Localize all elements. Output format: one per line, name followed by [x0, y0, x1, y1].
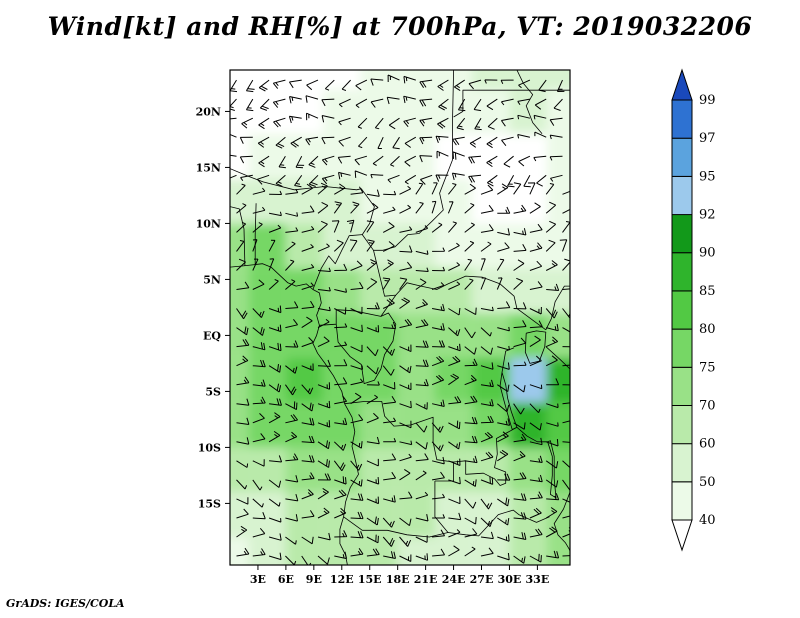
svg-text:3E: 3E [250, 573, 266, 586]
rh-shading-layer [230, 70, 570, 565]
grads-attribution: GrADS: IGES/COLA [6, 597, 125, 610]
svg-text:10N: 10N [196, 217, 221, 230]
svg-text:15S: 15S [198, 497, 221, 510]
svg-text:40: 40 [699, 513, 716, 528]
svg-text:75: 75 [699, 360, 716, 375]
svg-text:10S: 10S [198, 441, 221, 454]
svg-text:85: 85 [699, 284, 716, 299]
svg-text:92: 92 [699, 208, 716, 223]
svg-text:70: 70 [699, 399, 716, 414]
wind-barbs-layer [230, 74, 570, 565]
svg-text:12E: 12E [330, 573, 354, 586]
svg-text:6E: 6E [278, 573, 294, 586]
page-title: Wind[kt] and RH[%] at 700hPa, VT: 201903… [47, 12, 753, 41]
svg-text:95: 95 [699, 169, 716, 184]
svg-text:50: 50 [699, 475, 716, 490]
svg-text:5S: 5S [205, 385, 221, 398]
svg-text:99: 99 [699, 93, 716, 108]
svg-text:18E: 18E [386, 573, 410, 586]
svg-text:60: 60 [699, 437, 716, 452]
svg-text:9E: 9E [306, 573, 322, 586]
y-axis: 20N 15N 10N 5N EQ 5S 10S 15S [196, 105, 230, 510]
colorbar: 40 50 60 70 75 80 85 90 92 95 97 99 [671, 68, 716, 552]
svg-text:EQ: EQ [203, 329, 221, 342]
svg-text:30E: 30E [498, 573, 522, 586]
svg-text:80: 80 [699, 322, 716, 337]
svg-text:20N: 20N [196, 105, 221, 118]
svg-text:24E: 24E [442, 573, 466, 586]
x-axis: 3E 6E 9E 12E 15E 18E 21E 24E 27E 30E 33E [250, 565, 549, 586]
svg-text:27E: 27E [470, 573, 494, 586]
plot-border [229, 69, 571, 566]
svg-text:15E: 15E [358, 573, 382, 586]
svg-text:90: 90 [699, 246, 716, 261]
svg-text:15N: 15N [196, 161, 221, 174]
svg-text:97: 97 [699, 131, 716, 146]
svg-text:21E: 21E [414, 573, 438, 586]
svg-text:5N: 5N [203, 273, 221, 286]
map-outlines-layer [230, 70, 570, 565]
svg-text:33E: 33E [526, 573, 550, 586]
